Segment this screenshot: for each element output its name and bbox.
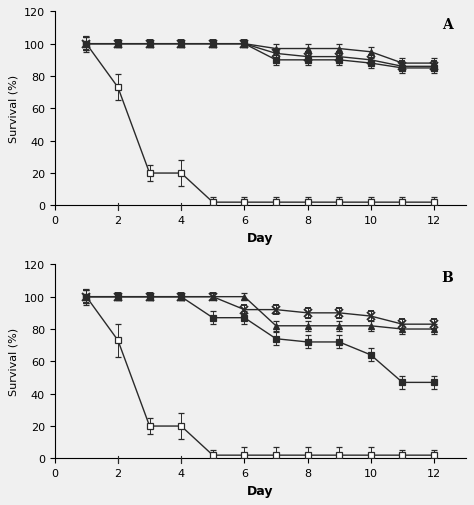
Y-axis label: Survival (%): Survival (%) — [9, 328, 18, 395]
X-axis label: Day: Day — [247, 484, 273, 497]
Text: B: B — [442, 271, 453, 285]
Text: A: A — [443, 18, 453, 32]
Y-axis label: Survival (%): Survival (%) — [9, 75, 18, 143]
X-axis label: Day: Day — [247, 231, 273, 244]
